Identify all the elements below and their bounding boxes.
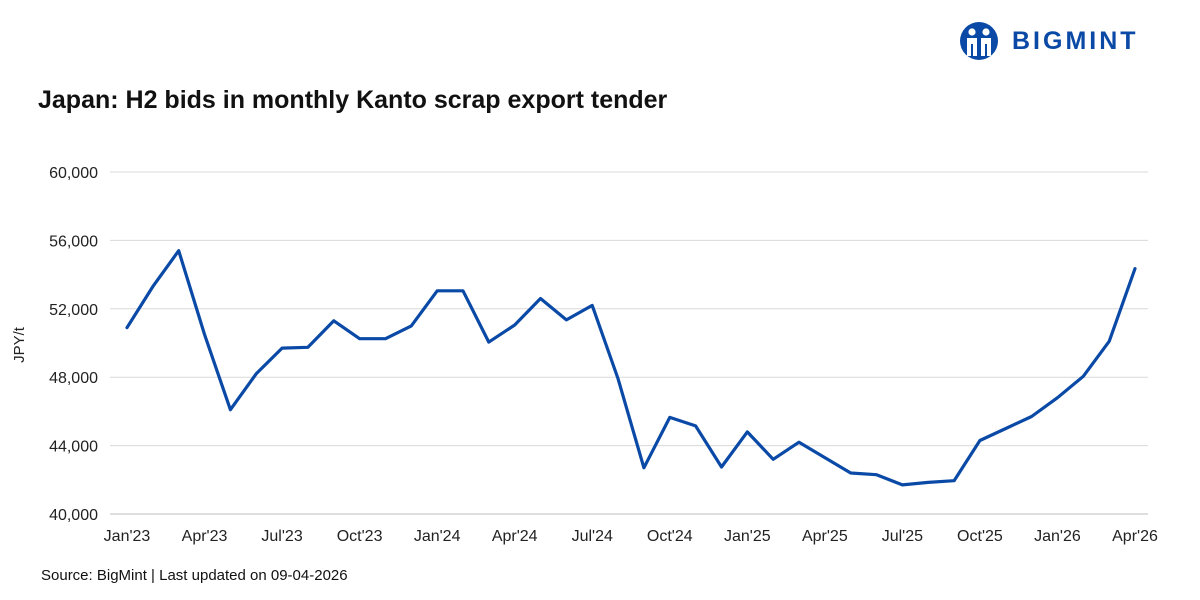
series-layer <box>125 249 1137 487</box>
bigmint-logo-icon <box>960 22 998 60</box>
x-tick-label: Jul'23 <box>261 528 302 545</box>
chart-title: Japan: H2 bids in monthly Kanto scrap ex… <box>38 86 668 114</box>
series-line <box>125 249 1137 487</box>
x-tick-label: Jan'26 <box>1034 528 1081 545</box>
x-tick-label: Oct'24 <box>647 528 693 545</box>
y-tick-label: 60,000 <box>49 165 98 182</box>
y-tick-label: 48,000 <box>49 370 98 387</box>
x-axis-ticks: Jan'23 Apr'23 Jul'23 Oct'23 Jan'24 Apr'24 Jul'… <box>104 528 1158 545</box>
x-tick-label: Jan'24 <box>414 528 461 545</box>
x-tick-label: Oct'23 <box>337 528 383 545</box>
y-axis-ticks: 40,000 44,000 48,000 52,000 56,000 60,000 <box>49 165 98 524</box>
y-tick-label: 56,000 <box>49 233 98 250</box>
x-tick-label: Jan'23 <box>104 528 151 545</box>
x-tick-label: Jul'25 <box>882 528 923 545</box>
y-tick-label: 52,000 <box>49 302 98 319</box>
x-tick-label: Jul'24 <box>572 528 613 545</box>
y-tick-label: 40,000 <box>49 507 98 524</box>
x-tick-label: Apr'26 <box>1112 528 1158 545</box>
y-axis-title: JPY/t <box>11 326 28 363</box>
brand-name: BIGMINT <box>1012 26 1139 55</box>
x-tick-label: Apr'24 <box>492 528 538 545</box>
y-tick-label: 44,000 <box>49 439 98 456</box>
line-chart: 40,000 44,000 48,000 52,000 56,000 60,000 Jan… <box>11 165 1158 545</box>
source-note: Source: BigMint | Last updated on 09-04-… <box>41 567 348 584</box>
brand-logo: BIGMINT <box>958 20 1139 62</box>
x-tick-label: Apr'23 <box>182 528 228 545</box>
x-tick-label: Apr'25 <box>802 528 848 545</box>
gridlines <box>110 171 1148 515</box>
x-tick-label: Oct'25 <box>957 528 1003 545</box>
x-tick-label: Jan'25 <box>724 528 771 545</box>
